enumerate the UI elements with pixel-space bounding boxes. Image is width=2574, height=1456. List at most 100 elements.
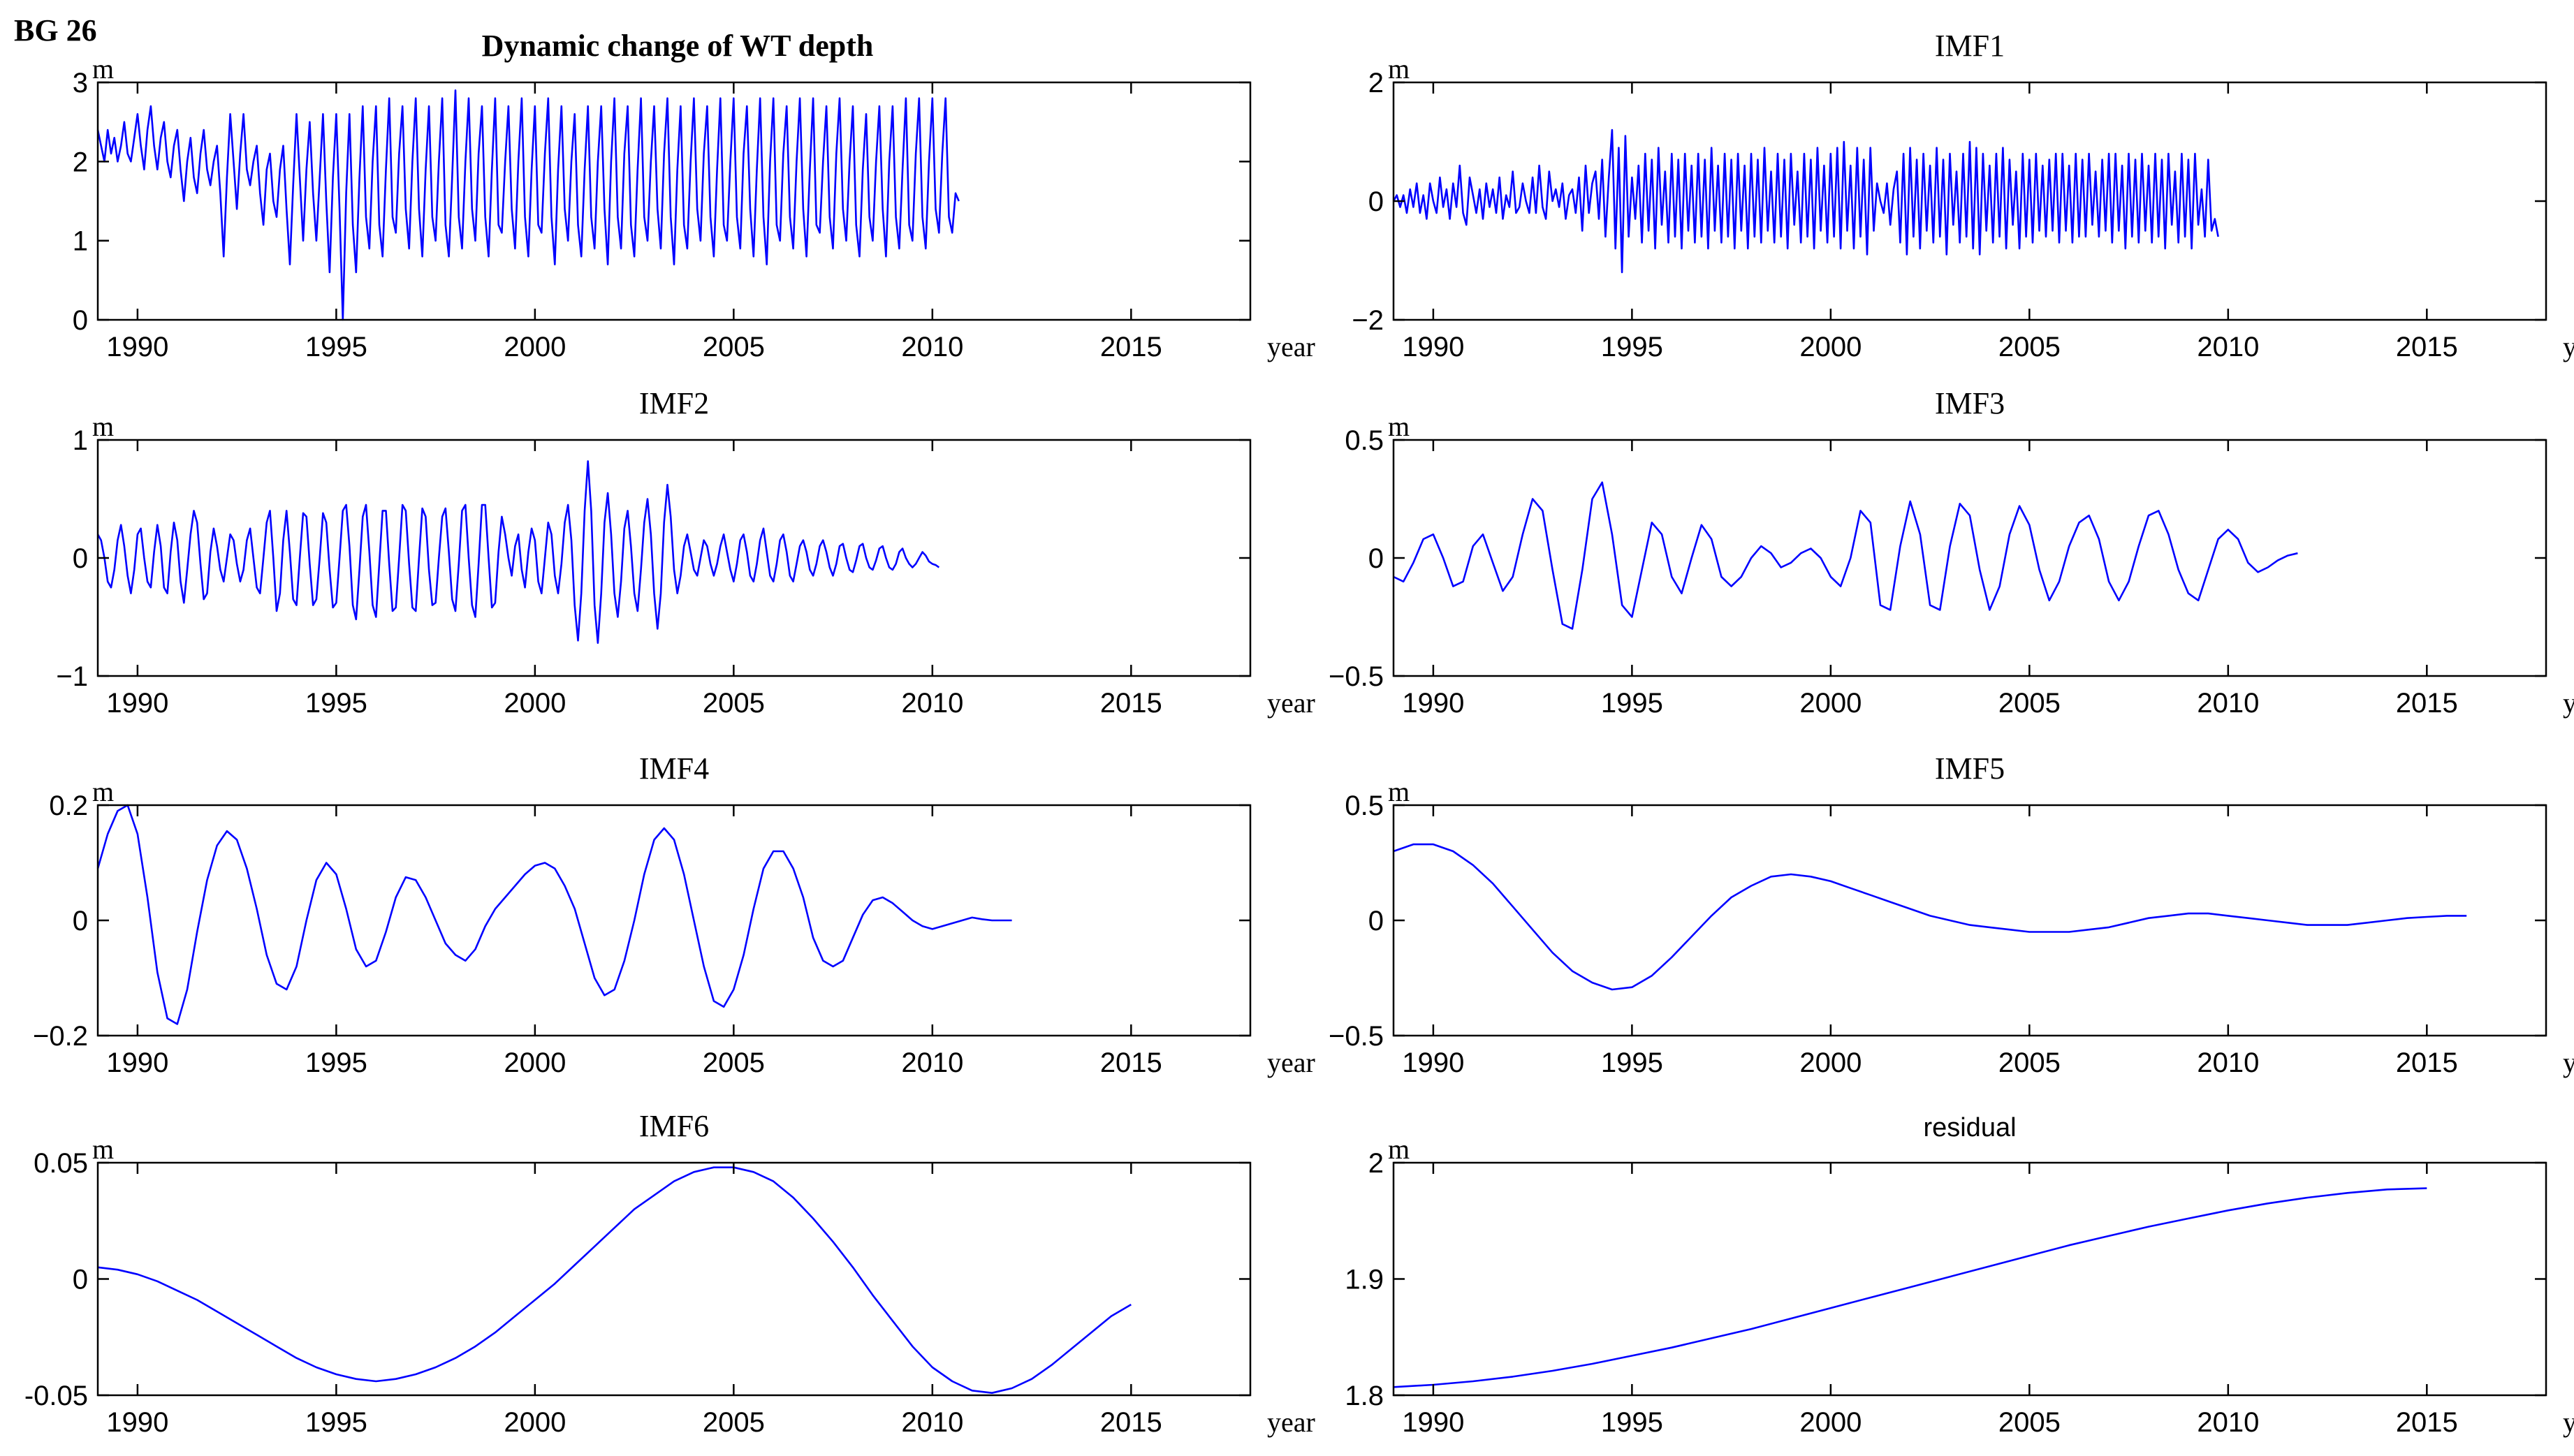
x-tick-label: 2000 <box>504 1047 566 1078</box>
panel-imf3: 1990 1995 2000 2005 2010 2015 −0.5 0 0.5m year IMF… <box>1329 386 2574 719</box>
y-axis-unit: m <box>92 53 114 84</box>
x-tick-label: 2005 <box>703 1047 765 1078</box>
x-tick-label: 2005 <box>703 1407 765 1438</box>
x-axis-label: year <box>2563 331 2574 362</box>
x-tick-label: 2010 <box>2197 332 2259 362</box>
x-tick-label: 2010 <box>901 1047 963 1078</box>
y-tick-label: 0.2 <box>49 790 88 821</box>
y-tick-label: −0.5 <box>1329 661 1384 692</box>
chart-title-wt: Dynamic change of WT depth <box>482 29 874 63</box>
axes-frame-residual <box>1392 1161 2547 1397</box>
y-tick-label: 0.5 <box>1345 790 1384 821</box>
x-tick-label: 1995 <box>1601 1407 1663 1438</box>
y-tick-label: 2 <box>73 147 88 177</box>
x-tick-label: 2010 <box>901 1407 963 1438</box>
axes-frame-wt <box>96 81 1252 321</box>
chart-title-imf2: IMF2 <box>639 386 709 420</box>
x-axis-label: year <box>1267 1406 1315 1438</box>
x-tick-label: 2005 <box>703 332 765 362</box>
x-tick-label: 1990 <box>1402 688 1464 719</box>
series-line-imf3 <box>1393 481 2298 630</box>
x-axis-label: year <box>1267 331 1315 362</box>
y-axis-unit: m <box>1388 1133 1410 1165</box>
series-line-wt <box>96 89 960 321</box>
x-tick-label: 2005 <box>1998 688 2061 719</box>
y-tick-label: 0 <box>73 1265 88 1295</box>
y-tick-label: −0.2 <box>33 1021 88 1052</box>
panel-imf4: 1990 1995 2000 2005 2010 2015 −0.2 0 0.2 m year IMF… <box>33 751 1315 1078</box>
x-tick-label: 2015 <box>1100 332 1162 362</box>
x-axis-label: year <box>2563 1406 2574 1438</box>
x-tick-label: 2005 <box>1998 1407 2061 1438</box>
series-line-imf2 <box>96 460 940 645</box>
x-tick-label: 2015 <box>1100 688 1162 719</box>
y-axis-unit: m <box>1388 411 1410 442</box>
x-tick-label: 2005 <box>1998 332 2061 362</box>
x-axis-label: year <box>2563 687 2574 719</box>
x-tick-label: 1990 <box>106 332 168 362</box>
x-axis-label: year <box>2563 1047 2574 1078</box>
x-tick-label: 2010 <box>2197 1047 2259 1078</box>
series-line-imf4 <box>96 804 1012 1025</box>
y-tick-label: 2 <box>1368 1148 1384 1179</box>
y-tick-label: 1.8 <box>1345 1381 1384 1411</box>
panel-imf5: 1990 1995 2000 2005 2010 2015 −0.5 0 0.5m year IMF… <box>1329 751 2574 1078</box>
y-axis-unit: m <box>92 776 114 807</box>
x-tick-label: 2000 <box>1799 1047 1862 1078</box>
x-tick-label: 2015 <box>2396 332 2458 362</box>
chart-title-imf4: IMF4 <box>639 751 709 786</box>
x-tick-label: 1990 <box>1402 332 1464 362</box>
x-tick-label: 2010 <box>2197 688 2259 719</box>
y-axis-unit: m <box>92 411 114 442</box>
y-tick-label: −2 <box>1352 305 1384 336</box>
x-tick-label: 1995 <box>305 688 367 719</box>
x-tick-label: 2000 <box>1799 1407 1862 1438</box>
y-tick-label: 0.5 <box>1345 425 1384 456</box>
panel-residual: 1990 1995 2000 2005 2010 2015 1.8 1.9 2m year resi… <box>1345 1113 2574 1438</box>
x-tick-label: 2005 <box>1998 1047 2061 1078</box>
y-tick-label: 0.05 <box>34 1148 88 1179</box>
x-tick-label: 1995 <box>1601 332 1663 362</box>
axes-frame-imf3 <box>1392 439 2547 677</box>
x-tick-label: 2000 <box>1799 688 1862 719</box>
x-tick-label: 1990 <box>106 688 168 719</box>
y-tick-label: 2 <box>1368 68 1384 98</box>
y-tick-label: -0.05 <box>24 1381 88 1411</box>
x-tick-label: 1990 <box>1402 1407 1464 1438</box>
chart-title-residual: residual <box>1923 1113 2016 1142</box>
series-line-imf5 <box>1393 843 2467 991</box>
x-tick-label: 2010 <box>901 688 963 719</box>
y-tick-label: 0 <box>73 906 88 936</box>
axes-frame-imf1 <box>1392 81 2547 321</box>
x-tick-label: 2000 <box>504 1407 566 1438</box>
panel-imf1: 1990 1995 2000 2005 2010 2015 −2 0 2m year IMF1 <box>1352 29 2574 362</box>
panel-imf2: 1990 1995 2000 2005 2010 2015 −1 0 1 m year IMF2 <box>56 386 1315 719</box>
y-tick-label: 1.9 <box>1345 1265 1384 1295</box>
x-tick-label: 2010 <box>901 332 963 362</box>
y-axis-unit: m <box>1388 776 1410 807</box>
x-tick-label: 2005 <box>703 688 765 719</box>
x-axis-label: year <box>1267 1047 1315 1078</box>
x-tick-label: 2000 <box>504 688 566 719</box>
x-tick-label: 1995 <box>1601 1047 1663 1078</box>
y-axis-unit: m <box>1388 53 1410 84</box>
series-line-imf1 <box>1392 128 2219 274</box>
x-tick-label: 2015 <box>1100 1407 1162 1438</box>
series-line-residual <box>1393 1187 2427 1388</box>
y-tick-label: 0 <box>73 543 88 574</box>
axes-frame-imf5 <box>1392 804 2547 1037</box>
y-tick-label: 0 <box>73 305 88 336</box>
x-tick-label: 1990 <box>1402 1047 1464 1078</box>
y-tick-label: −1 <box>56 661 88 692</box>
y-tick-label: 0 <box>1368 906 1384 936</box>
panel-wt: 1990 1995 2000 2005 2010 2015 0 1 2 3 m year Dynamic… <box>73 29 1315 362</box>
y-tick-label: 0 <box>1368 186 1384 217</box>
chart-title-imf6: IMF6 <box>639 1109 709 1143</box>
x-tick-label: 2015 <box>2396 1407 2458 1438</box>
x-axis-label: year <box>1267 687 1315 719</box>
axes-frame-imf6 <box>96 1161 1252 1397</box>
y-tick-label: 0 <box>1368 543 1384 574</box>
x-tick-label: 1990 <box>106 1047 168 1078</box>
